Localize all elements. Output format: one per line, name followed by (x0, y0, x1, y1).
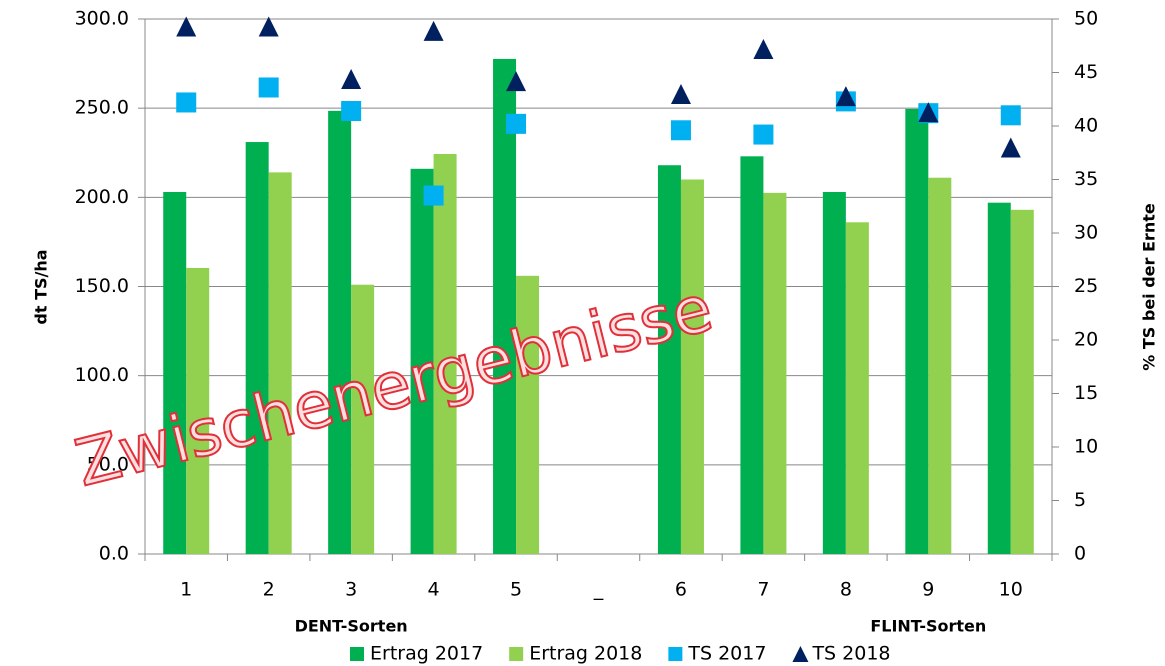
bar (246, 142, 269, 554)
group-label: FLINT-Sorten (870, 617, 986, 636)
bar (823, 192, 846, 554)
y-axis-title: dt TS/ha (32, 249, 51, 324)
y2-tick-label: 15 (1074, 382, 1098, 404)
x-tick-label: 8 (840, 579, 852, 601)
y2-tick-label: 0 (1074, 543, 1086, 565)
triangle-marker (259, 17, 279, 37)
square-marker (424, 186, 444, 206)
y2-tick-label: 50 (1074, 8, 1098, 30)
square-marker (753, 125, 773, 145)
y-tick-label: 300.0 (75, 8, 129, 30)
square-marker (341, 101, 361, 121)
y-tick-label: 150.0 (75, 275, 129, 297)
legend-label: TS 2018 (811, 643, 890, 665)
x-tick-label: 10 (999, 579, 1023, 601)
triangle-marker (753, 39, 773, 59)
y-tick-label: 250.0 (75, 97, 129, 119)
bar (928, 178, 951, 554)
y-tick-label: 200.0 (75, 186, 129, 208)
y-tick-label: 100.0 (75, 364, 129, 386)
bar (846, 222, 869, 554)
y2-tick-label: 30 (1074, 222, 1098, 244)
x-tick-label: 3 (345, 579, 357, 601)
legend-swatch (509, 647, 523, 661)
bar (988, 203, 1011, 554)
triangle-marker (424, 21, 444, 41)
y2-tick-label: 40 (1074, 115, 1098, 137)
y-tick-label: 0.0 (99, 543, 129, 565)
y2-tick-label: 10 (1074, 436, 1098, 458)
x-tick-label: 6 (675, 579, 687, 601)
x-tick-label: _ (593, 579, 604, 601)
bar (740, 156, 763, 554)
legend: Ertrag 2017 Ertrag 2018 TS 2017 TS 2018 (350, 643, 891, 665)
triangle-marker (176, 17, 196, 37)
y2-tick-label: 25 (1074, 275, 1098, 297)
chart: dt TS/ha % TS bei der Ernte 0.050.0100.0… (0, 0, 1165, 666)
y2-tick-label: 5 (1074, 489, 1086, 511)
bar (681, 180, 704, 555)
bar (269, 172, 292, 554)
bar (763, 193, 786, 554)
square-marker (1001, 105, 1021, 125)
bar (658, 165, 681, 554)
x-tick-label: 7 (757, 579, 769, 601)
triangle-marker (341, 69, 361, 89)
y2-tick-label: 45 (1074, 61, 1098, 83)
triangle-marker (671, 84, 691, 104)
square-marker (506, 114, 526, 134)
square-marker (259, 77, 279, 97)
y2-tick-label: 35 (1074, 168, 1098, 190)
y2-tick-label: 20 (1074, 329, 1098, 351)
legend-swatch (350, 647, 364, 661)
x-tick-label: 5 (510, 579, 522, 601)
bar (163, 192, 186, 554)
y2-axis-title: % TS bei der Ernte (1140, 203, 1159, 371)
square-marker (176, 92, 196, 112)
group-label: DENT-Sorten (295, 617, 408, 636)
bar (328, 111, 351, 554)
legend-label: Ertrag 2018 (529, 643, 642, 665)
square-marker (671, 120, 691, 140)
legend-swatch (792, 646, 808, 662)
legend-swatch (668, 647, 682, 661)
legend-label: TS 2017 (687, 643, 766, 665)
bar (905, 109, 928, 554)
x-tick-label: 2 (263, 579, 275, 601)
x-tick-label: 4 (428, 579, 440, 601)
bar (1011, 210, 1034, 554)
legend-label: Ertrag 2017 (370, 643, 483, 665)
x-tick-label: 9 (922, 579, 934, 601)
x-tick-label: 1 (180, 579, 192, 601)
triangle-marker (1001, 137, 1021, 157)
